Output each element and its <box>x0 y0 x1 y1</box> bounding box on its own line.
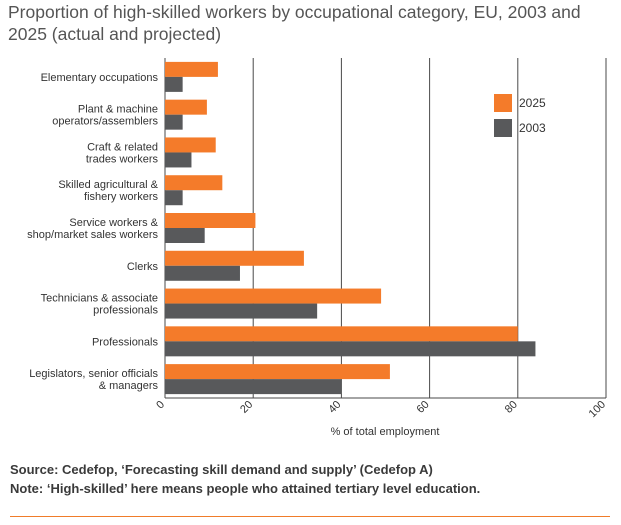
bar-2003 <box>165 265 240 281</box>
source-text: Source: Cedefop, ‘Forecasting skill dema… <box>10 462 433 477</box>
bar-2025 <box>165 99 207 115</box>
bar-2003 <box>165 152 192 168</box>
x-tick-label: 100 <box>587 399 608 420</box>
bar-2003 <box>165 76 183 92</box>
bar-2003 <box>165 228 205 243</box>
bar-2025 <box>165 250 304 266</box>
category-label: Clerks <box>127 261 159 273</box>
x-tick-label: 60 <box>415 399 432 416</box>
bar-chart: Elementary occupations Plant & machine ope… <box>27 58 608 438</box>
bar-2003 <box>165 190 183 206</box>
category-label: Legislators, senior officials & managers <box>29 368 158 392</box>
chart-title: Proportion of high-skilled workers by oc… <box>8 2 581 44</box>
bar-2025 <box>165 137 216 153</box>
category-label: Technicians & associate professionals <box>41 293 159 317</box>
bar-2003 <box>165 379 342 395</box>
category-labels: Elementary occupations Plant & machine ope… <box>27 72 158 392</box>
category-label: Elementary occupations <box>41 72 159 84</box>
note-text: Note: ‘High-skilled’ here means people w… <box>10 481 481 496</box>
bar-2003 <box>165 303 318 319</box>
legend-swatch-2003 <box>494 119 512 137</box>
x-tick-label: 40 <box>326 399 343 416</box>
legend: 2025 2003 <box>494 94 546 137</box>
bars <box>165 61 536 395</box>
footer-divider <box>10 516 610 517</box>
x-tick-label: 0 <box>154 399 167 412</box>
x-axis-label: % of total employment <box>331 426 440 438</box>
legend-label: 2025 <box>519 96 546 110</box>
footer: Source: Cedefop, ‘Forecasting skill dema… <box>10 460 610 498</box>
legend-label: 2003 <box>519 121 546 135</box>
bar-2025 <box>165 326 518 342</box>
category-label: Plant & machine operators/assemblers <box>52 104 158 128</box>
bar-2025 <box>165 213 256 228</box>
bar-2003 <box>165 114 183 130</box>
category-label: Professionals <box>92 336 159 348</box>
bar-2025 <box>165 364 390 380</box>
legend-swatch-2025 <box>494 94 512 112</box>
bar-2025 <box>165 61 218 77</box>
bar-2025 <box>165 175 223 191</box>
bar-2025 <box>165 288 382 304</box>
x-tick-label: 80 <box>503 399 520 416</box>
category-label: Skilled agricultural & fishery workers <box>58 179 158 203</box>
x-tick-labels: 0 20 40 60 80 100 <box>154 399 608 420</box>
bar-2003 <box>165 341 536 357</box>
x-tick-label: 20 <box>238 399 255 416</box>
category-label: Craft & related trades workers <box>86 141 159 165</box>
category-label: Service workers & shop/market sales worke… <box>27 217 158 241</box>
